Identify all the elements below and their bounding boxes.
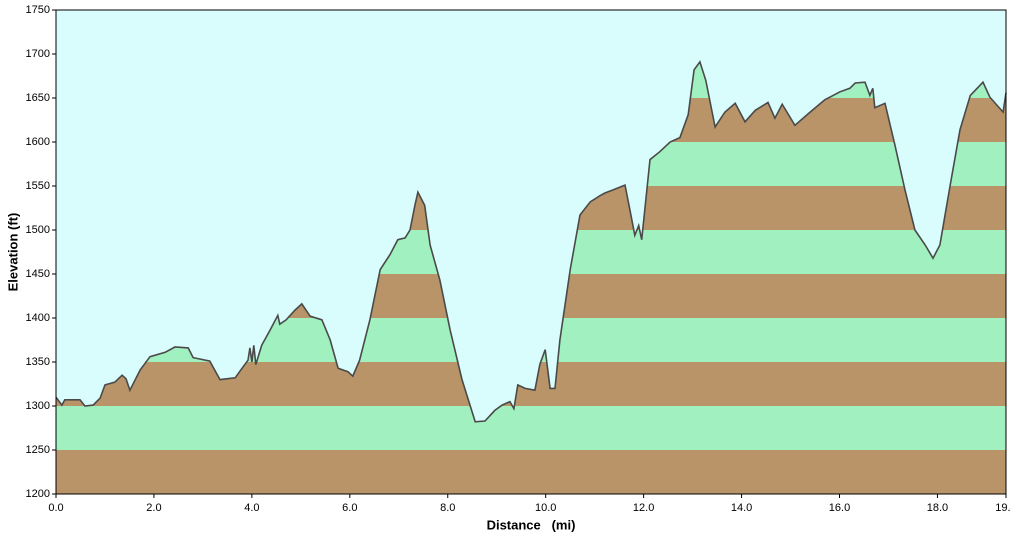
x-tick-label: 18.0 — [927, 502, 948, 514]
y-axis-title: Elevation (ft) — [5, 213, 20, 292]
plot-frame — [55, 9, 1007, 495]
x-tick-label: 4.0 — [244, 502, 259, 514]
x-tick-label: 19.4 — [995, 502, 1011, 514]
y-tick-label: 1200 — [26, 488, 50, 500]
x-tick-label: 8.0 — [440, 502, 455, 514]
x-tick-label: 2.0 — [146, 502, 161, 514]
elevation-line — [55, 60, 1007, 423]
y-tick-label: 1650 — [26, 92, 50, 104]
y-tick-label: 1700 — [26, 48, 50, 60]
y-tick-label: 1550 — [26, 180, 50, 192]
x-tick-label: 0.0 — [48, 502, 63, 514]
x-tick-label: 10.0 — [535, 502, 556, 514]
x-tick-label: 14.0 — [731, 502, 752, 514]
x-tick-label: 12.0 — [633, 502, 654, 514]
x-tick-label: 16.0 — [829, 502, 850, 514]
y-tick-label: 1400 — [26, 312, 50, 324]
y-tick-label: 1500 — [26, 224, 50, 236]
y-tick-label: 1250 — [26, 444, 50, 456]
y-tick-label: 1600 — [26, 136, 50, 148]
elevation-band — [56, 450, 1006, 494]
x-tick-label: 6.0 — [342, 502, 357, 514]
elevation-band — [56, 406, 1006, 450]
x-axis-title: Distance (mi) — [487, 517, 576, 532]
y-tick-label: 1450 — [26, 268, 50, 280]
y-tick-label: 1750 — [26, 4, 50, 16]
y-tick-label: 1350 — [26, 356, 50, 368]
y-tick-label: 1300 — [26, 400, 50, 412]
